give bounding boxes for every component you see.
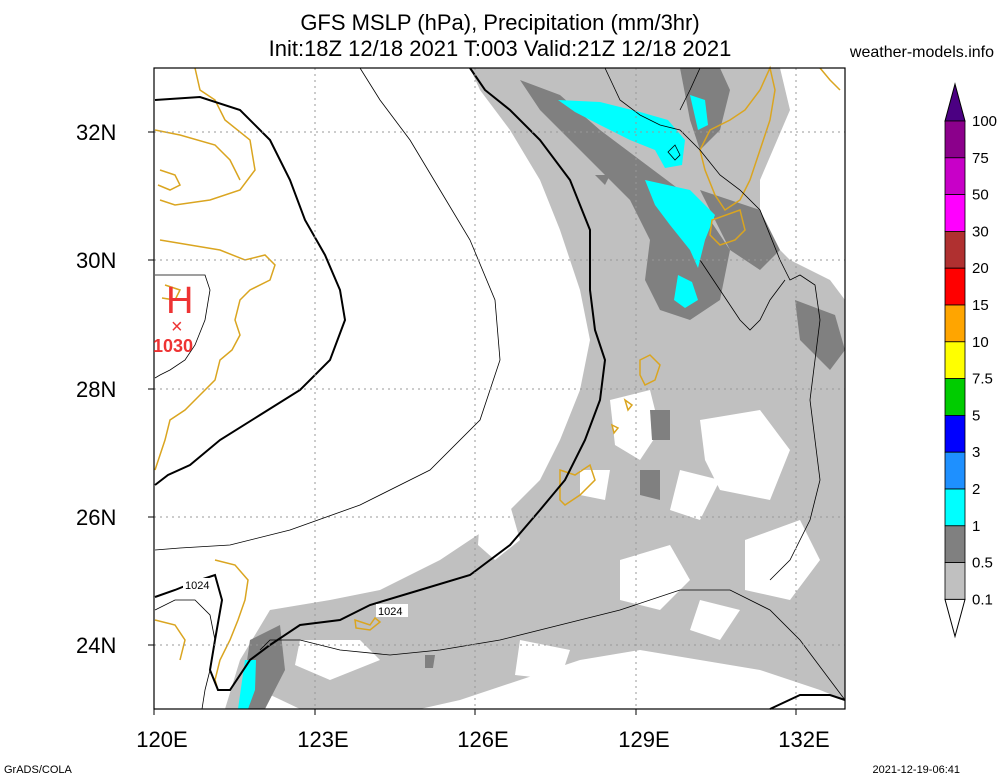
isobars-thin [154, 67, 846, 710]
colorbar-label: 15 [972, 297, 989, 314]
colorbar-label: 0.5 [972, 555, 993, 572]
colorbar: 100 75 50 30 20 15 10 7.5 5 3 2 1 0.5 0.1 [944, 82, 997, 639]
colorbar-label: 1 [972, 518, 980, 535]
lat-label-30n: 30N [76, 248, 117, 273]
colorbar-label: 50 [972, 187, 989, 204]
high-pressure-letter: H [166, 280, 193, 322]
footer-timestamp: 2021-12-19-06:41 [872, 764, 960, 776]
colorbar-swatch [944, 194, 966, 232]
colorbar-label: 100 [972, 113, 997, 130]
colorbar-label: 30 [972, 223, 989, 240]
colorbar-label: 10 [972, 334, 989, 351]
contour-label-2: 1024 [378, 606, 402, 618]
chart-title-line2: Init:18Z 12/18 2021 T:003 Valid:21Z 12/1… [268, 36, 732, 61]
precip-high-areas [238, 95, 715, 709]
colorbar-swatch [944, 525, 966, 563]
colorbar-swatch [944, 341, 966, 379]
colorbar-swatch [944, 267, 966, 306]
colorbar-swatch [944, 488, 966, 527]
footer-grads: GrADS/COLA [4, 764, 72, 776]
colorbar-label: 5 [972, 407, 980, 424]
isobars-thick [154, 67, 846, 710]
colorbar-label: 2 [972, 481, 980, 498]
lon-label-120e: 120E [136, 727, 188, 752]
colorbar-swatch [944, 378, 966, 416]
lon-label-123e: 123E [297, 727, 349, 752]
colorbar-swatch [944, 414, 966, 453]
contour-label-bg-1 [183, 578, 215, 591]
colorbar-label: 7.5 [972, 371, 993, 388]
colorbar-swatch [944, 562, 966, 600]
contour-label-bg-2 [376, 604, 408, 617]
lon-label-129e: 129E [618, 727, 670, 752]
colorbar-swatch [944, 157, 966, 196]
tick-marks [148, 131, 797, 715]
colorbar-label: 3 [972, 444, 980, 461]
precip-gaps [295, 390, 820, 680]
chart-title-line1: GFS MSLP (hPa), Precipitation (mm/3hr) [300, 10, 700, 35]
colorbar-label: 0.1 [972, 591, 993, 608]
lon-label-126e: 126E [457, 727, 509, 752]
lon-label-132e: 132E [778, 727, 830, 752]
colorbar-swatch [944, 120, 966, 159]
gridlines [154, 68, 845, 709]
contour-label-1: 1024 [185, 580, 209, 592]
colorbar-bottom-triangle [944, 598, 966, 639]
colorbar-swatch [944, 230, 966, 269]
colorbar-swatch [944, 304, 966, 343]
colorbar-swatch [944, 451, 966, 490]
lat-label-24n: 24N [76, 633, 117, 658]
lat-label-26n: 26N [76, 505, 117, 530]
colorbar-label: 20 [972, 260, 989, 277]
high-pressure-marker: × [171, 316, 183, 338]
coastlines [154, 65, 841, 691]
colorbar-top-triangle [944, 82, 966, 122]
colorbar-label: 75 [972, 150, 989, 167]
lat-label-28n: 28N [76, 377, 117, 402]
high-pressure-value: 1030 [153, 336, 193, 356]
site-credit[interactable]: weather-models.info [849, 44, 994, 61]
lat-label-32n: 32N [76, 120, 117, 145]
